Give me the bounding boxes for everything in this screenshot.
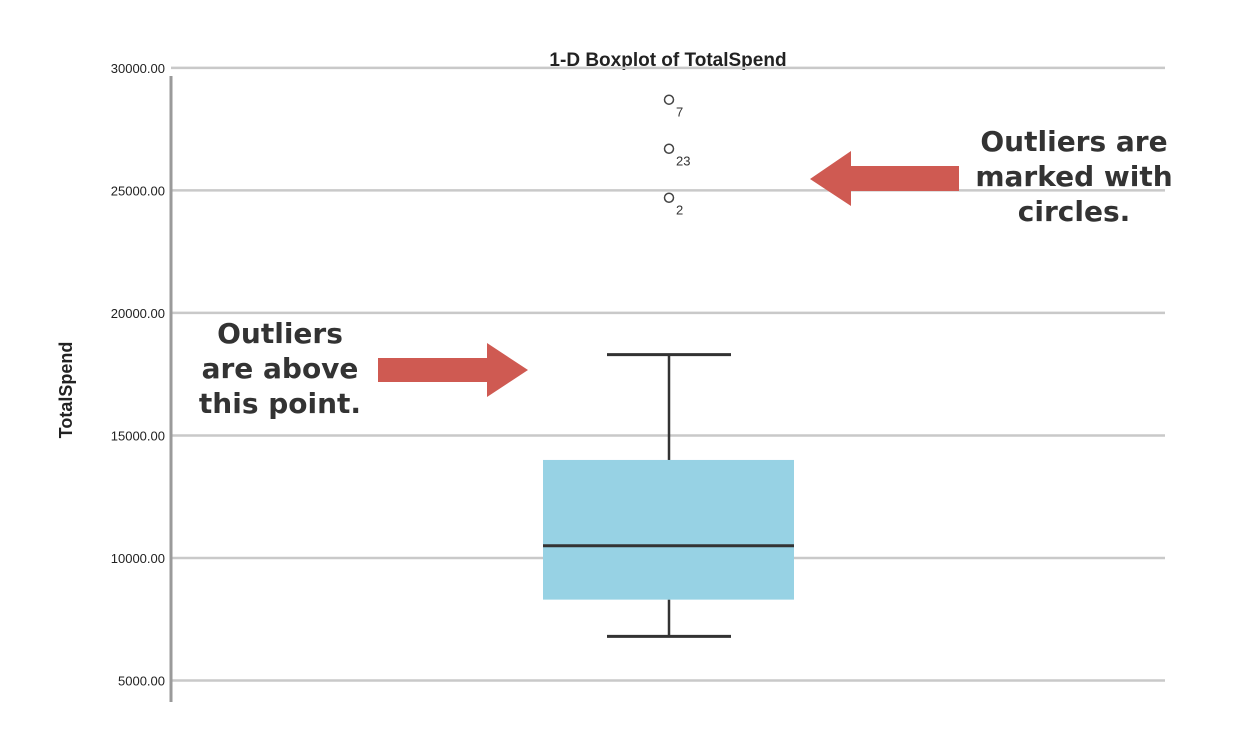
annotation-outliers-above: Outliers are above this point. xyxy=(196,316,364,421)
arrow-left-icon xyxy=(810,151,959,206)
outlier-label: 7 xyxy=(676,105,683,120)
annotation-line: Outliers are xyxy=(980,125,1168,158)
iqr-box xyxy=(543,459,794,600)
outlier-point xyxy=(663,143,675,154)
annotation-line: Outliers xyxy=(217,317,343,350)
annotation-line: this point. xyxy=(198,387,362,420)
y-tick-label: 25000.00 xyxy=(111,183,165,198)
chart-title: 1-D Boxplot of TotalSpend xyxy=(549,50,786,71)
box-group xyxy=(543,353,794,638)
annotation-line: circles. xyxy=(1017,195,1131,228)
outlier-point xyxy=(663,192,675,203)
y-axis-label: TotalSpend xyxy=(56,342,76,439)
outlier-label: 2 xyxy=(676,203,683,218)
annotation-outliers-circles: Outliers are marked with circles. xyxy=(968,124,1180,229)
annotation-line: marked with xyxy=(975,160,1173,193)
y-tick-label: 10000.00 xyxy=(111,551,165,566)
outlier-point xyxy=(663,94,675,105)
y-tick-label: 20000.00 xyxy=(111,306,165,321)
arrow-right-icon xyxy=(378,343,528,397)
annotation-line: are above xyxy=(201,352,359,385)
y-tick-label: 30000.00 xyxy=(111,61,165,76)
y-tick-labels: 5000.00 10000.00 15000.00 20000.00 25000.00 3… xyxy=(111,61,165,689)
y-tick-label: 15000.00 xyxy=(111,428,165,443)
y-tick-label: 5000.00 xyxy=(118,673,165,688)
outliers-group: 7 23 2 xyxy=(663,94,690,218)
outlier-label: 23 xyxy=(676,154,690,169)
